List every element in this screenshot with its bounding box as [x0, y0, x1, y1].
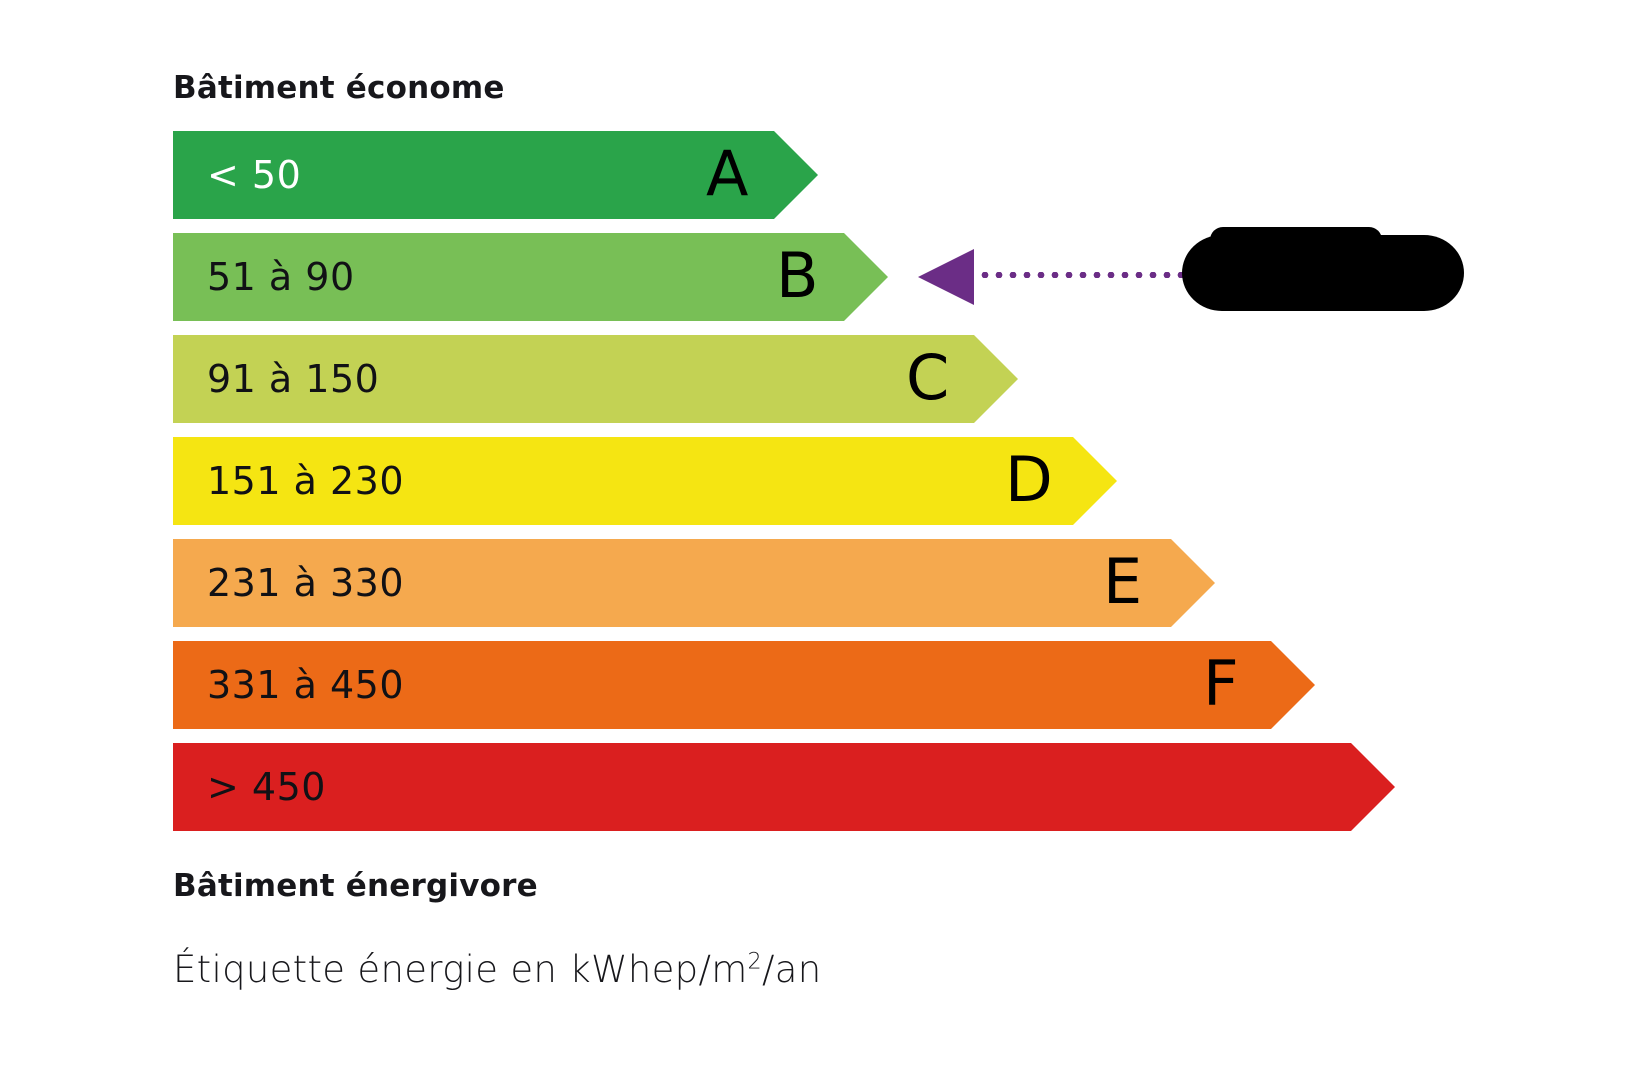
band-range-label: 91 à 150: [207, 357, 380, 401]
caption-efficient-building: Bâtiment économe: [173, 70, 505, 106]
band-class-letter: F: [1203, 646, 1239, 720]
energy-band-d: 151 à 230 D: [173, 437, 1117, 525]
energy-band-a: < 50 A: [173, 131, 818, 219]
energy-band-c: 91 à 150 C: [173, 335, 1018, 423]
caption-energy-hungry-building: Bâtiment énergivore: [173, 868, 538, 904]
band-class-letter: C: [906, 340, 950, 414]
band-range-label: 231 à 330: [207, 561, 405, 605]
band-range-label: 331 à 450: [207, 663, 405, 707]
energy-band-e: 231 à 330 E: [173, 539, 1215, 627]
band-arrow-shape: [173, 233, 888, 321]
band-range-label: 151 à 230: [207, 459, 405, 503]
band-class-letter: E: [1103, 544, 1143, 618]
footnote-prefix: Étiquette énergie en kWhep/m: [173, 948, 748, 991]
energy-band-f: 331 à 450 F: [173, 641, 1315, 729]
band-arrow-shape: [173, 539, 1215, 627]
band-arrow-shape: [173, 437, 1117, 525]
redacted-value-blob: [1182, 227, 1464, 311]
band-range-label: 51 à 90: [207, 255, 355, 299]
band-class-letter: D: [1005, 442, 1053, 516]
marker-dotted-line: [978, 272, 1190, 278]
band-class-letter: B: [776, 238, 819, 312]
band-arrow-shape: [173, 641, 1315, 729]
band-arrow-shape: [173, 131, 818, 219]
band-class-letter: A: [706, 136, 749, 210]
figure-footnote: Étiquette énergie en kWhep/m2/an: [173, 948, 821, 991]
marker-triangle-icon: [918, 249, 974, 305]
band-range-label: < 50: [207, 153, 302, 197]
band-arrow-shape: [173, 743, 1395, 831]
band-range-label: > 450: [207, 765, 326, 809]
footnote-exponent: 2: [747, 948, 762, 975]
energy-band-g: > 450: [173, 743, 1395, 831]
footnote-suffix: /an: [761, 948, 822, 991]
energy-band-b: 51 à 90 B: [173, 233, 888, 321]
band-arrow-shape: [173, 335, 1018, 423]
